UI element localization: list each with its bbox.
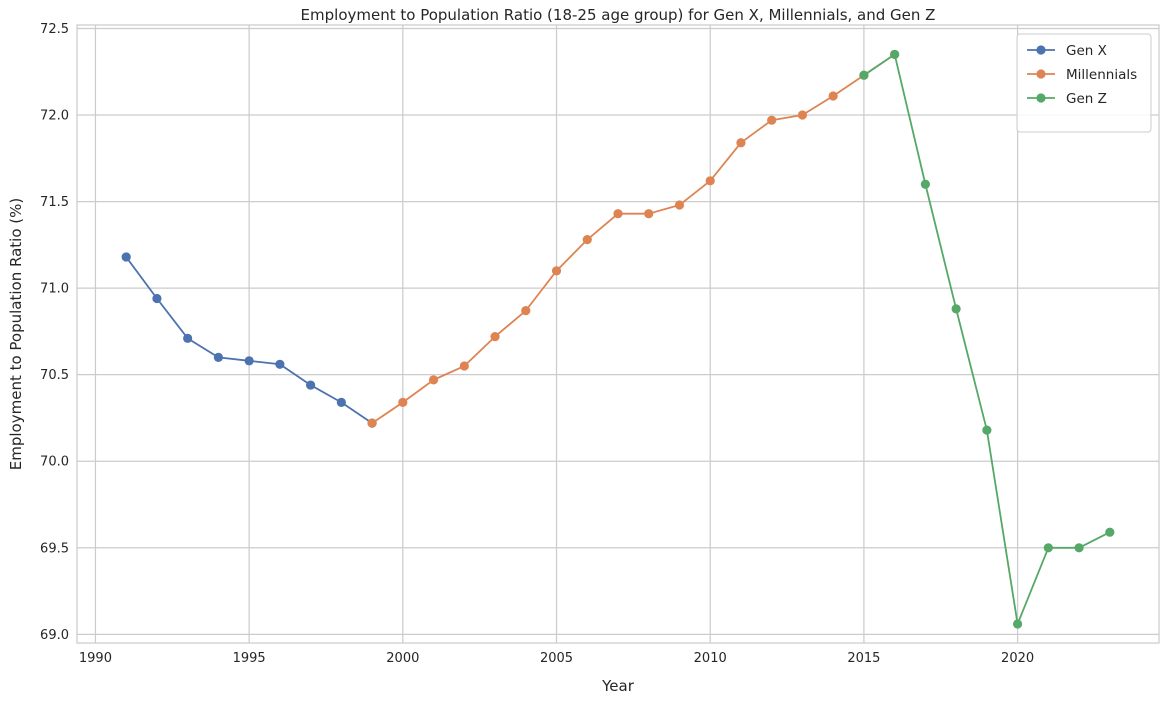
x-tick-label: 2015: [847, 651, 880, 666]
series-layer: [121, 49, 1115, 629]
legend-swatch-marker: [1036, 93, 1046, 103]
y-tick-label: 70.0: [40, 455, 69, 470]
x-tick-label: 2005: [540, 651, 573, 666]
series-gen-x: [121, 252, 377, 428]
y-tick-label: 69.0: [40, 628, 69, 643]
data-point-gen-x: [152, 293, 162, 304]
data-point-gen-z: [1043, 543, 1053, 553]
data-point-gen-z: [982, 425, 992, 435]
data-point-millennials: [644, 209, 654, 219]
legend-item-millennials: Millennials: [1027, 67, 1137, 83]
data-point-millennials: [582, 235, 592, 245]
data-point-millennials: [797, 110, 808, 120]
data-point-millennials: [367, 418, 377, 428]
legend-swatch-marker: [1036, 69, 1046, 79]
data-point-millennials: [521, 306, 531, 316]
data-point-gen-x: [213, 352, 223, 362]
data-point-millennials: [428, 375, 439, 385]
y-tick-labels: 69.0 69.5 70.0 70.5 71.0 71.5 72.0 72.5: [40, 22, 69, 643]
legend-item-gen-x: Gen X: [1027, 43, 1107, 59]
data-point-gen-z: [890, 49, 900, 60]
data-point-gen-z: [1105, 527, 1115, 537]
data-point-millennials: [705, 176, 715, 186]
y-tick-label: 71.5: [40, 195, 69, 210]
legend-label: Millennials: [1066, 67, 1137, 83]
legend-item-gen-z: Gen Z: [1027, 91, 1107, 107]
data-point-millennials: [674, 200, 685, 210]
x-tick-label: 2000: [386, 651, 419, 666]
data-point-millennials: [398, 397, 408, 407]
plot-background: [77, 25, 1159, 643]
series-gen-z: [859, 49, 1115, 629]
data-point-millennials: [490, 331, 500, 342]
x-tick-label: 1995: [233, 651, 266, 666]
x-tick-label: 1990: [79, 651, 112, 666]
legend-swatch-marker: [1036, 45, 1046, 55]
data-point-gen-z: [859, 70, 869, 80]
legend-box: [1016, 33, 1152, 133]
plot-frame: [76, 24, 1160, 644]
data-point-gen-x: [275, 359, 285, 369]
data-point-gen-z: [951, 304, 961, 314]
y-axis-label: Employment to Population Ratio (%): [7, 198, 25, 470]
grid: [77, 25, 1159, 643]
legend-label: Gen X: [1066, 43, 1107, 59]
data-point-millennials: [459, 361, 469, 371]
legend-label: Gen Z: [1066, 91, 1107, 107]
data-point-millennials: [613, 209, 623, 219]
data-point-gen-x: [121, 252, 131, 262]
y-tick-label: 71.0: [40, 282, 69, 297]
data-point-gen-z: [920, 179, 930, 189]
data-point-millennials: [736, 138, 746, 148]
x-tick-labels: 1990 1995 2000 2005 2010 2015 2020: [79, 651, 1034, 666]
x-tick-label: 2020: [1001, 651, 1034, 666]
data-point-gen-z: [1013, 619, 1023, 629]
data-point-gen-x: [244, 356, 254, 366]
x-axis-label: Year: [601, 677, 635, 695]
data-point-gen-z: [1074, 543, 1084, 553]
y-tick-label: 70.5: [40, 368, 69, 383]
data-point-millennials: [551, 266, 562, 276]
y-tick-label: 72.5: [40, 22, 69, 37]
x-tick-label: 2010: [694, 651, 727, 666]
data-point-gen-x: [336, 397, 346, 407]
y-tick-label: 72.0: [40, 109, 69, 124]
data-point-millennials: [767, 115, 777, 125]
y-tick-label: 69.5: [40, 541, 69, 556]
chart-title: Employment to Population Ratio (18-25 ag…: [301, 6, 936, 24]
data-point-gen-x: [306, 380, 316, 390]
data-point-gen-x: [183, 333, 193, 343]
data-point-millennials: [828, 91, 838, 101]
legend: Gen X Millennials Gen Z: [1016, 33, 1152, 133]
series-line-millennials: [371, 53, 896, 424]
